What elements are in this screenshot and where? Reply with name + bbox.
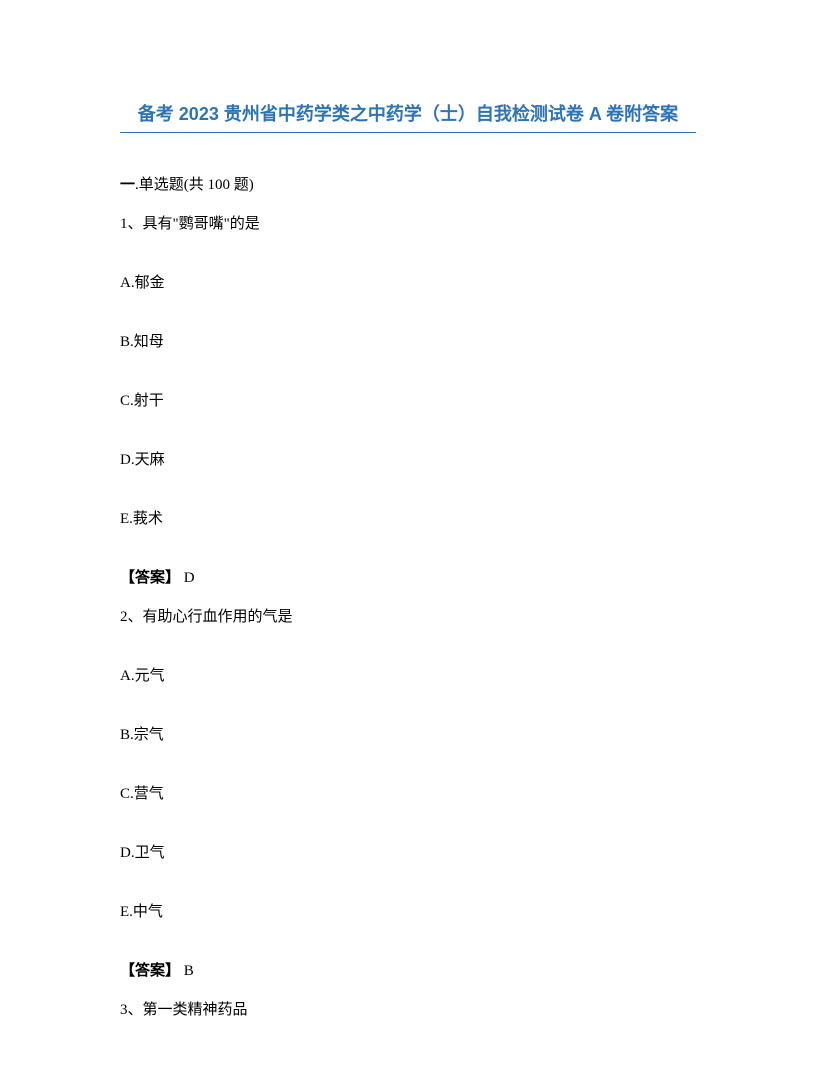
question-1: 1、具有"鹦哥嘴"的是 — [120, 212, 696, 233]
exam-title: 备考 2023 贵州省中药学类之中药学（士）自我检测试卷 A 卷附答案 — [120, 100, 696, 133]
section-prefix: 一 — [120, 177, 135, 193]
option-2-b: B.宗气 — [120, 723, 696, 744]
section-header: 一.单选题(共 100 题) — [120, 173, 696, 194]
answer-label: 【答案】 — [120, 570, 180, 586]
answer-1: 【答案】 D — [120, 566, 696, 587]
option-1-e: E.莪术 — [120, 507, 696, 528]
question-text-content: 具有"鹦哥嘴"的是 — [143, 216, 260, 232]
page-content: 备考 2023 贵州省中药学类之中药学（士）自我检测试卷 A 卷附答案 一.单选… — [0, 0, 816, 1079]
option-2-c: C.营气 — [120, 782, 696, 803]
question-text-content: 第一类精神药品 — [143, 1002, 248, 1018]
question-number: 1、 — [120, 216, 143, 232]
answer-value: D — [180, 570, 195, 586]
option-1-c: C.射干 — [120, 389, 696, 410]
question-2: 2、有助心行血作用的气是 — [120, 605, 696, 626]
question-number: 2、 — [120, 609, 143, 625]
option-2-a: A.元气 — [120, 664, 696, 685]
answer-value: B — [180, 963, 194, 979]
question-number: 3、 — [120, 1002, 143, 1018]
option-2-d: D.卫气 — [120, 841, 696, 862]
question-3: 3、第一类精神药品 — [120, 998, 696, 1019]
answer-2: 【答案】 B — [120, 959, 696, 980]
answer-label: 【答案】 — [120, 963, 180, 979]
option-1-b: B.知母 — [120, 330, 696, 351]
question-text-content: 有助心行血作用的气是 — [143, 609, 293, 625]
option-1-a: A.郁金 — [120, 271, 696, 292]
section-text: .单选题(共 100 题) — [135, 177, 254, 193]
option-2-e: E.中气 — [120, 900, 696, 921]
option-1-d: D.天麻 — [120, 448, 696, 469]
